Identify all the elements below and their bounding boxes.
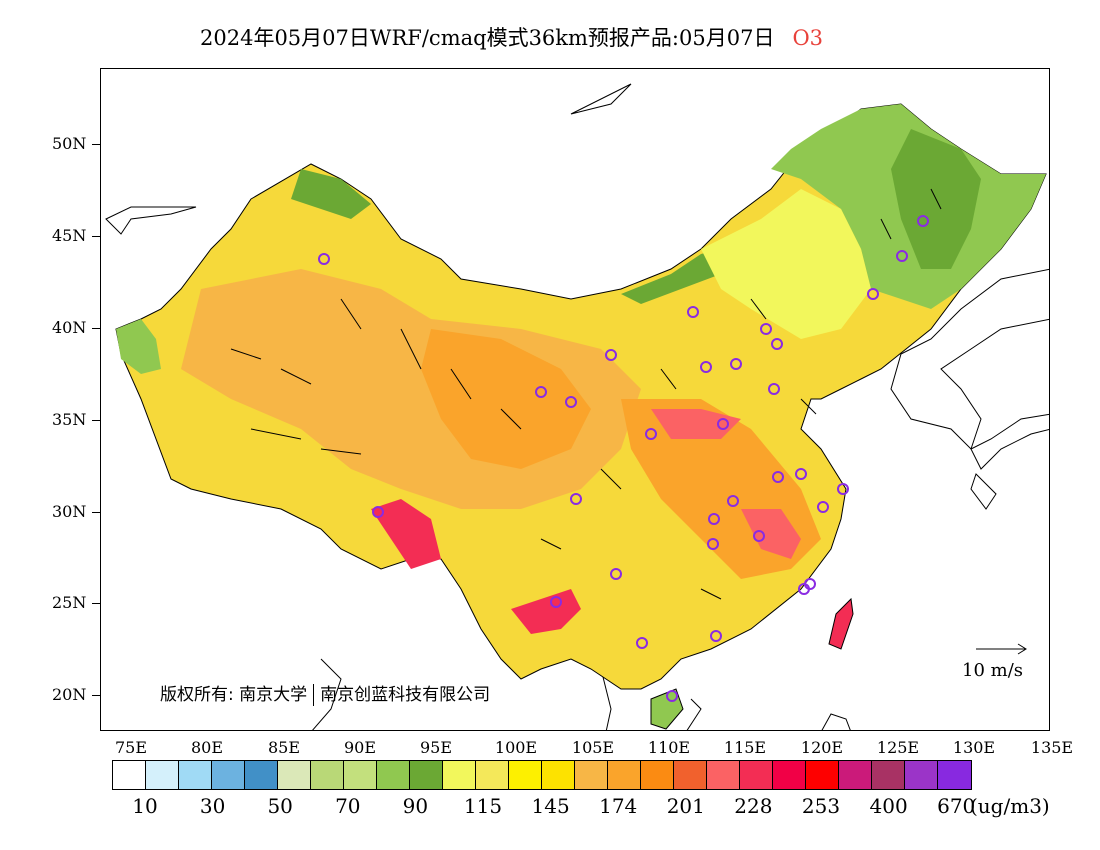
colorbar-swatch bbox=[476, 761, 509, 789]
lat-label-45n: 45N bbox=[52, 226, 87, 245]
yellow-light-belt bbox=[701, 189, 871, 339]
colorbar-tick-label: 228 bbox=[734, 794, 773, 818]
lat-tick bbox=[92, 420, 100, 421]
colorbar-tick-label: 50 bbox=[267, 794, 293, 818]
colorbar-tick-label: 400 bbox=[869, 794, 908, 818]
lon-label-125e: 125E bbox=[876, 738, 920, 757]
lat-label-40n: 40N bbox=[52, 318, 87, 337]
lat-tick bbox=[92, 328, 100, 329]
colorbar-swatch bbox=[443, 761, 476, 789]
lon-label-115e: 115E bbox=[723, 738, 767, 757]
colorbar-swatch bbox=[146, 761, 179, 789]
colorbar-swatch bbox=[575, 761, 608, 789]
colorbar-swatch bbox=[179, 761, 212, 789]
map-frame bbox=[100, 68, 1050, 731]
colorbar-swatch bbox=[806, 761, 839, 789]
lon-label-80e: 80E bbox=[190, 738, 224, 757]
coastlines bbox=[105, 83, 1049, 730]
colorbar-tick-label: 670 bbox=[937, 794, 976, 818]
colorbar-swatch bbox=[938, 761, 971, 789]
lat-tick bbox=[92, 144, 100, 145]
wind-reference-label: 10 m/s bbox=[962, 660, 1023, 681]
lat-tick bbox=[92, 512, 100, 513]
colorbar-swatch bbox=[212, 761, 245, 789]
copyright-note: 版权所有: 南京大学 南京创蓝科技有限公司 bbox=[160, 680, 490, 706]
lat-label-50n: 50N bbox=[52, 134, 87, 153]
lon-label-75e: 75E bbox=[114, 738, 148, 757]
dark-orange-core bbox=[421, 329, 591, 469]
colorbar-swatch bbox=[509, 761, 542, 789]
lon-label-120e: 120E bbox=[800, 738, 844, 757]
species-label: O3 bbox=[792, 26, 824, 50]
ozone-map bbox=[105, 83, 1049, 730]
site-markers bbox=[318, 215, 929, 702]
title-text: 2024年05月07日WRF/cmaq模式36km预报产品:05月07日 bbox=[200, 26, 775, 50]
wind-vectors bbox=[230, 188, 942, 600]
colorbar-swatch bbox=[707, 761, 740, 789]
lon-label-100e: 100E bbox=[494, 738, 538, 757]
taiwan bbox=[828, 597, 854, 650]
lon-label-135e: 135E bbox=[1030, 738, 1074, 757]
wind-reference-arrow-icon bbox=[976, 643, 1027, 655]
colorbar-tick-label: 201 bbox=[666, 794, 705, 818]
lon-label-85e: 85E bbox=[267, 738, 301, 757]
colorbar-tick-label: 70 bbox=[335, 794, 361, 818]
colorbar-swatch bbox=[905, 761, 938, 789]
colorbar-swatch bbox=[245, 761, 278, 789]
lon-label-110e: 110E bbox=[647, 738, 691, 757]
copyright-prefix: 版权所有: bbox=[160, 685, 234, 705]
red-henan bbox=[651, 409, 741, 439]
lon-label-90e: 90E bbox=[343, 738, 377, 757]
colorbar-swatch bbox=[311, 761, 344, 789]
red-anhui bbox=[741, 509, 801, 559]
lat-tick bbox=[92, 695, 100, 696]
colorbar-tick-label: 145 bbox=[531, 794, 570, 818]
colorbar-swatch bbox=[113, 761, 146, 789]
lat-label-25n: 25N bbox=[52, 593, 87, 612]
colorbar-swatch bbox=[344, 761, 377, 789]
colorbar-swatch bbox=[839, 761, 872, 789]
colorbar-tick-label: 115 bbox=[463, 794, 503, 818]
colorbar bbox=[112, 760, 972, 790]
copyright-org-2: 南京创蓝科技有限公司 bbox=[320, 685, 491, 705]
lat-label-35n: 35N bbox=[52, 410, 87, 429]
colorbar-swatch bbox=[608, 761, 641, 789]
lon-label-95e: 95E bbox=[419, 738, 453, 757]
colorbar-tick-label: 174 bbox=[599, 794, 638, 818]
lat-tick bbox=[92, 236, 100, 237]
map-title: 2024年05月07日WRF/cmaq模式36km预报产品:05月07日 O3 bbox=[200, 22, 823, 52]
colorbar-swatch bbox=[278, 761, 311, 789]
colorbar-tick-label: 253 bbox=[801, 794, 841, 818]
colorbar-swatch bbox=[377, 761, 410, 789]
colorbar-swatch bbox=[542, 761, 575, 789]
red-tibet-south bbox=[371, 499, 441, 569]
colorbar-unit: (ug/m3) bbox=[970, 794, 1050, 818]
colorbar-tick-label: 30 bbox=[199, 794, 226, 818]
colorbar-tick-label: 90 bbox=[402, 794, 429, 818]
colorbar-swatch bbox=[674, 761, 707, 789]
colorbar-swatch bbox=[740, 761, 773, 789]
colorbar-swatch bbox=[410, 761, 443, 789]
lon-label-105e: 105E bbox=[571, 738, 615, 757]
copyright-org-1: 南京大学 bbox=[239, 685, 308, 705]
lat-tick bbox=[92, 603, 100, 604]
colorbar-swatch bbox=[641, 761, 674, 789]
lat-label-30n: 30N bbox=[52, 502, 87, 521]
xinjiang-west-green bbox=[116, 319, 161, 374]
lat-label-20n: 20N bbox=[52, 685, 87, 704]
lon-label-130e: 130E bbox=[952, 738, 996, 757]
colorbar-tick-label: 10 bbox=[132, 794, 158, 818]
colorbar-swatch bbox=[872, 761, 905, 789]
separator bbox=[313, 684, 315, 706]
colorbar-swatch bbox=[773, 761, 806, 789]
red-yunnan bbox=[511, 589, 581, 634]
xinjiang-north-green bbox=[291, 169, 371, 219]
wind-reference: 10 m/s bbox=[962, 643, 1027, 681]
